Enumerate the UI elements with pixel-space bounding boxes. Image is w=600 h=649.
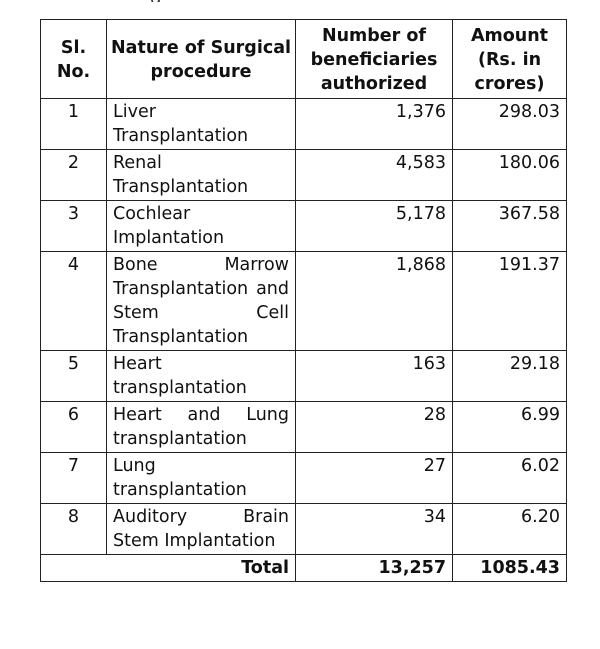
row-amount: 298.03 bbox=[452, 98, 567, 150]
row-procedure: Heart and Lung transplantation bbox=[106, 401, 296, 453]
row-procedure: Bone Marrow Transplantation and Stem Cel… bbox=[106, 251, 296, 351]
row-sl-no: 7 bbox=[40, 452, 107, 504]
row-procedure: Lung transplantation bbox=[106, 452, 296, 504]
header-beneficiaries: Number of beneficiaries authorized bbox=[295, 19, 453, 99]
row-amount: 29.18 bbox=[452, 350, 567, 402]
row-amount: 6.20 bbox=[452, 503, 567, 555]
row-amount: 6.02 bbox=[452, 452, 567, 504]
row-amount: 180.06 bbox=[452, 149, 567, 201]
total-label: Total bbox=[40, 554, 296, 582]
table-row: 4 Bone Marrow Transplantation and Stem C… bbox=[40, 251, 567, 351]
row-sl-no: 6 bbox=[40, 401, 107, 453]
row-amount: 367.58 bbox=[452, 200, 567, 252]
row-beneficiaries: 163 bbox=[295, 350, 453, 402]
surgical-procedures-table: Sl. No. Nature of Surgical procedure Num… bbox=[40, 19, 567, 582]
table-header-row: Sl. No. Nature of Surgical procedure Num… bbox=[40, 19, 567, 99]
table-row: 2 Renal Transplantation 4,583 180.06 bbox=[40, 149, 567, 201]
row-amount: 6.99 bbox=[452, 401, 567, 453]
header-amount: Amount (Rs. in crores) bbox=[452, 19, 567, 99]
row-procedure: Heart transplantation bbox=[106, 350, 296, 402]
row-sl-no: 2 bbox=[40, 149, 107, 201]
row-sl-no: 3 bbox=[40, 200, 107, 252]
total-amount: 1085.43 bbox=[452, 554, 567, 582]
row-beneficiaries: 34 bbox=[295, 503, 453, 555]
row-procedure: Auditory Brain Stem Implantation bbox=[106, 503, 296, 555]
row-procedure: Liver Transplantation bbox=[106, 98, 296, 150]
table-row: 3 Cochlear Implantation 5,178 367.58 bbox=[40, 200, 567, 252]
table-row: 1 Liver Transplantation 1,376 298.03 bbox=[40, 98, 567, 150]
row-sl-no: 4 bbox=[40, 251, 107, 351]
row-beneficiaries: 5,178 bbox=[295, 200, 453, 252]
cut-off-text-fragment: g bbox=[150, 0, 210, 2]
row-amount: 191.37 bbox=[452, 251, 567, 351]
row-beneficiaries: 27 bbox=[295, 452, 453, 504]
table-row: 8 Auditory Brain Stem Implantation 34 6.… bbox=[40, 503, 567, 555]
row-beneficiaries: 1,376 bbox=[295, 98, 453, 150]
row-procedure: Cochlear Implantation bbox=[106, 200, 296, 252]
row-procedure: Renal Transplantation bbox=[106, 149, 296, 201]
row-sl-no: 8 bbox=[40, 503, 107, 555]
table-total-row: Total 13,257 1085.43 bbox=[40, 554, 567, 582]
row-beneficiaries: 28 bbox=[295, 401, 453, 453]
row-sl-no: 1 bbox=[40, 98, 107, 150]
row-beneficiaries: 4,583 bbox=[295, 149, 453, 201]
total-beneficiaries: 13,257 bbox=[295, 554, 453, 582]
table-row: 6 Heart and Lung transplantation 28 6.99 bbox=[40, 401, 567, 453]
header-sl-no: Sl. No. bbox=[40, 19, 107, 99]
header-procedure: Nature of Surgical procedure bbox=[106, 19, 296, 99]
row-beneficiaries: 1,868 bbox=[295, 251, 453, 351]
row-sl-no: 5 bbox=[40, 350, 107, 402]
table-row: 5 Heart transplantation 163 29.18 bbox=[40, 350, 567, 402]
table-row: 7 Lung transplantation 27 6.02 bbox=[40, 452, 567, 504]
